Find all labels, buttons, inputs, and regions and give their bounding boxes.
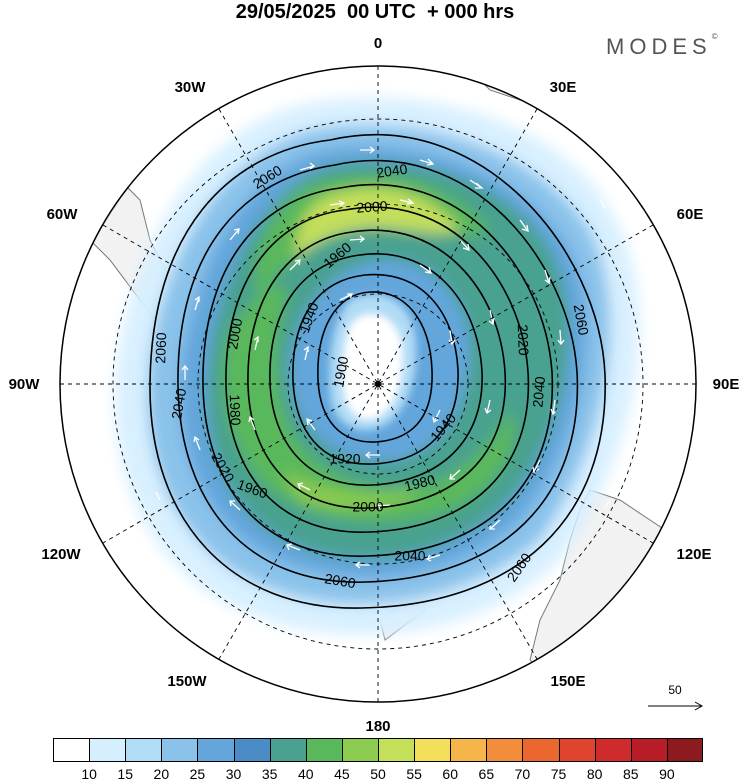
- colorbar-swatch: [558, 738, 596, 762]
- colorbar-tick-label: 25: [189, 766, 206, 782]
- map-boundary: [59, 65, 697, 703]
- lon-label-60w: 60W: [46, 206, 78, 223]
- colorbar-tick-label: 40: [297, 766, 314, 782]
- contour-label: 1920: [329, 451, 360, 467]
- colorbar-tick-label: 80: [586, 766, 603, 782]
- colorbar-swatch: [450, 738, 487, 762]
- lon-label-90e: 90E: [712, 376, 740, 393]
- colorbar-swatch: [161, 738, 198, 762]
- colorbar-tick-label: 45: [334, 766, 350, 782]
- colorbar-end: [702, 738, 703, 762]
- colorbar-swatch: [666, 738, 704, 762]
- map-title: 29/05/2025 00 UTC + 000 hrs: [235, 1, 515, 23]
- colorbar-swatch: [414, 738, 451, 762]
- colorbar-swatch: [233, 738, 271, 762]
- colorbar-tick-label: 35: [261, 766, 278, 782]
- lon-label-150w: 150W: [167, 673, 207, 690]
- brand-logo: MODES©: [606, 32, 718, 60]
- contour-label: 2040: [529, 375, 548, 408]
- reference-vector-value: 50: [668, 683, 682, 697]
- copyright-mark: ©: [711, 32, 718, 41]
- colorbar-swatch: [125, 738, 162, 762]
- graticule: [60, 66, 696, 702]
- contour-line: [269, 253, 483, 486]
- contour-line: [225, 206, 530, 533]
- reference-arrow-icon: [648, 701, 704, 711]
- contour-label: 2040: [168, 387, 189, 421]
- colorbar: [53, 738, 704, 762]
- contour-label: 1900: [330, 355, 351, 389]
- contour-label: 2040: [375, 161, 408, 181]
- colorbar-tick-label: 55: [406, 766, 422, 782]
- colorbar-tick-label: 50: [370, 766, 386, 782]
- colorbar-tick-label: 75: [550, 766, 567, 782]
- lon-label-120e: 120E: [676, 546, 712, 563]
- contour-label: 1980: [403, 471, 437, 494]
- contour-label: 2000: [224, 317, 245, 351]
- lon-label-180: 180: [365, 718, 391, 735]
- wind-speed-shading: [115, 97, 640, 635]
- lon-label-150e: 150E: [550, 673, 586, 690]
- colorbar-tick-label: 65: [478, 766, 495, 782]
- colorbar-swatch: [594, 738, 632, 762]
- reference-vector: 50: [648, 683, 708, 713]
- contour-line: [292, 273, 459, 465]
- colorbar-tick-label: 30: [225, 766, 242, 782]
- lon-label-60e: 60E: [676, 206, 704, 223]
- colorbar-tick-label: 85: [622, 766, 639, 782]
- colorbar-tick-label: 20: [153, 766, 170, 782]
- colorbar-tick-label: 10: [81, 766, 97, 782]
- contour-line: [177, 159, 579, 583]
- colorbar-tick-label: 90: [659, 766, 675, 782]
- contour-label: 1980: [227, 394, 244, 426]
- colorbar-swatch: [53, 738, 90, 762]
- lon-label-90w: 90W: [8, 376, 40, 393]
- contour-label: 2040: [394, 548, 425, 564]
- contour-label: 2020: [515, 324, 532, 356]
- colorbar-swatch: [378, 738, 415, 762]
- contour-label: 2000: [352, 499, 383, 515]
- colorbar-tick-label: 60: [442, 766, 459, 782]
- lon-label-120w: 120W: [41, 546, 81, 563]
- colorbar-swatch: [522, 738, 560, 762]
- colorbar-tick-label: 70: [514, 766, 531, 782]
- colorbar-swatch: [197, 738, 235, 762]
- colorbar-swatch: [341, 738, 379, 762]
- brand-name: MODES: [606, 34, 712, 59]
- contour-label: 2060: [571, 303, 592, 337]
- colorbar-tick-label: 15: [117, 766, 134, 782]
- lon-label-30w: 30W: [174, 79, 206, 96]
- south-pole-marker: [375, 381, 381, 387]
- lon-label-0: 0: [373, 35, 383, 52]
- contour-line: [149, 133, 606, 609]
- colorbar-swatch: [89, 738, 126, 762]
- contour-line: [317, 291, 433, 443]
- contour-label: 2060: [323, 570, 357, 591]
- colorbar-swatch: [630, 738, 668, 762]
- colorbar-swatch: [269, 738, 307, 762]
- colorbar-swatch: [305, 738, 343, 762]
- colorbar-swatch: [486, 738, 523, 762]
- contour-label: 2060: [152, 332, 169, 364]
- contour-label: 2000: [356, 198, 388, 216]
- lon-label-30e: 30E: [549, 79, 577, 96]
